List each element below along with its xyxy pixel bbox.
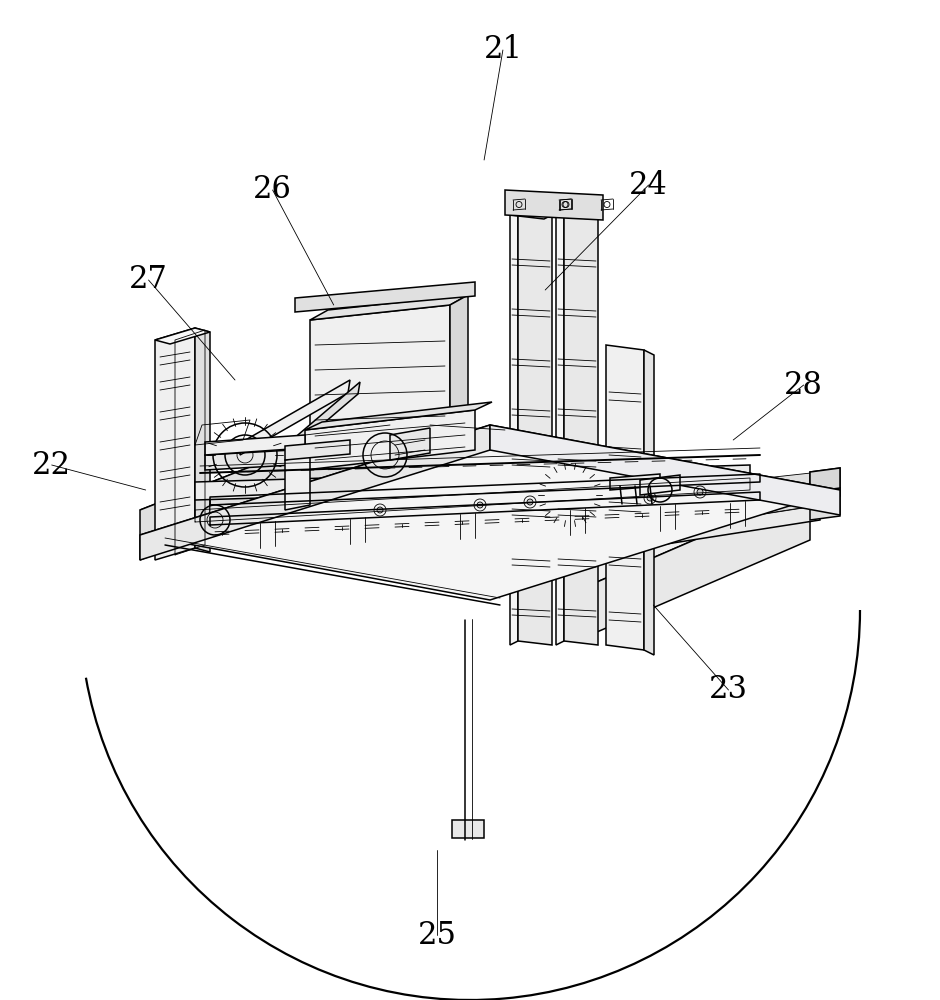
Polygon shape — [500, 492, 820, 555]
Polygon shape — [450, 295, 468, 425]
Polygon shape — [210, 500, 760, 533]
Polygon shape — [810, 488, 840, 520]
Polygon shape — [195, 328, 210, 552]
Circle shape — [647, 495, 653, 501]
Polygon shape — [205, 445, 380, 470]
Polygon shape — [290, 382, 360, 452]
Circle shape — [477, 502, 483, 508]
Polygon shape — [310, 305, 450, 440]
Polygon shape — [195, 465, 750, 500]
Text: 23: 23 — [709, 674, 748, 706]
Text: 26: 26 — [253, 174, 292, 206]
Polygon shape — [610, 474, 660, 490]
Text: 22: 22 — [32, 450, 71, 481]
Polygon shape — [505, 190, 603, 220]
Polygon shape — [606, 345, 644, 650]
Polygon shape — [310, 295, 468, 320]
Polygon shape — [285, 455, 310, 510]
Polygon shape — [285, 440, 350, 460]
Polygon shape — [195, 490, 750, 540]
Polygon shape — [810, 468, 840, 500]
Polygon shape — [295, 282, 475, 312]
Circle shape — [527, 499, 533, 505]
Polygon shape — [305, 402, 492, 430]
Polygon shape — [155, 328, 195, 560]
Polygon shape — [305, 410, 475, 470]
Polygon shape — [205, 435, 305, 455]
Polygon shape — [500, 485, 820, 535]
Polygon shape — [810, 468, 840, 492]
Polygon shape — [140, 420, 810, 585]
Polygon shape — [390, 428, 430, 460]
Polygon shape — [556, 211, 564, 645]
Polygon shape — [640, 475, 680, 495]
Polygon shape — [210, 482, 760, 513]
Text: 27: 27 — [129, 264, 168, 296]
Text: 28: 28 — [784, 369, 823, 400]
Polygon shape — [510, 211, 518, 645]
Polygon shape — [140, 425, 840, 600]
Polygon shape — [452, 820, 484, 838]
Polygon shape — [590, 490, 810, 635]
Text: 21: 21 — [483, 34, 523, 66]
Polygon shape — [556, 211, 598, 219]
Text: 24: 24 — [629, 169, 668, 200]
Polygon shape — [500, 472, 820, 520]
Polygon shape — [155, 328, 210, 344]
Circle shape — [697, 489, 703, 495]
Polygon shape — [140, 425, 490, 560]
Polygon shape — [500, 505, 820, 570]
Circle shape — [377, 507, 383, 513]
Polygon shape — [490, 425, 840, 515]
Polygon shape — [644, 350, 654, 655]
Polygon shape — [240, 380, 350, 455]
Polygon shape — [510, 211, 552, 219]
Polygon shape — [518, 211, 552, 645]
Text: 25: 25 — [417, 920, 457, 950]
Polygon shape — [140, 420, 370, 560]
Polygon shape — [564, 211, 598, 645]
